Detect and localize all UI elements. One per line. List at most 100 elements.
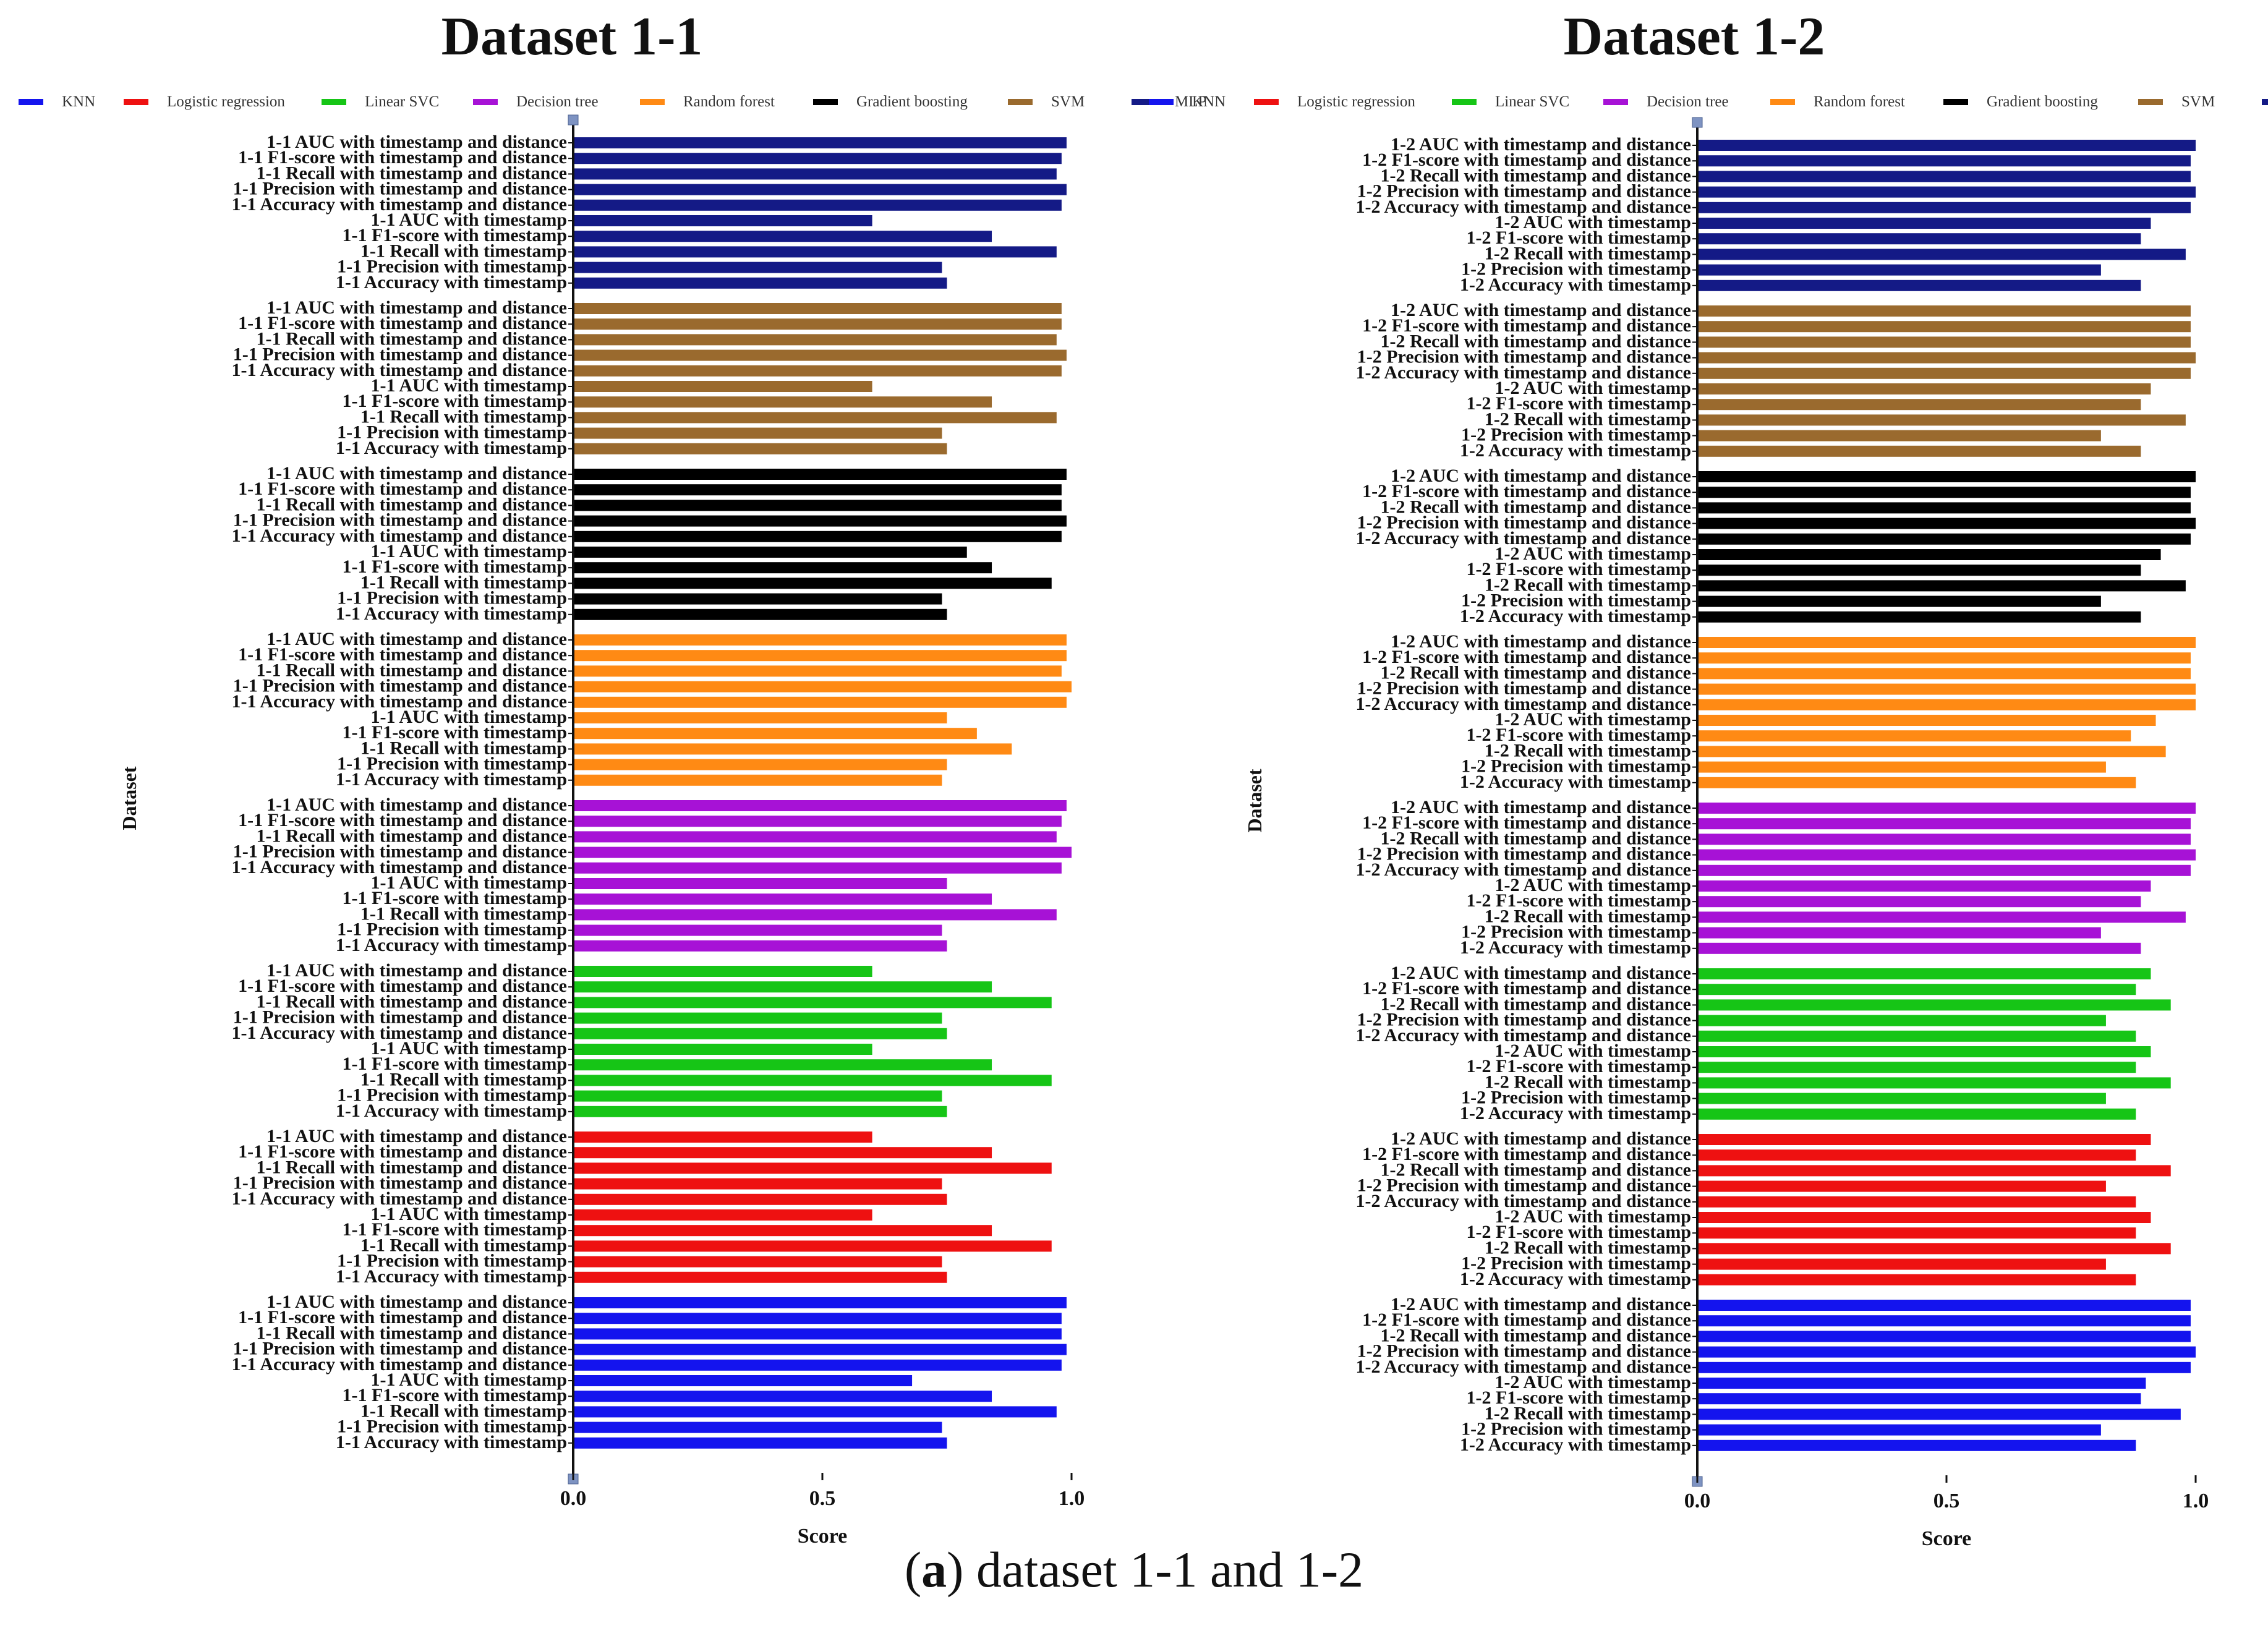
- category-label: 1-2 F1-score with timestamp and distance: [1362, 315, 1691, 336]
- legend-label: Decision tree: [1647, 93, 1729, 110]
- bar-linear-svc-accuracy-with-timestamp-and-distance: [573, 1028, 947, 1039]
- category-label: 1-1 F1-score with timestamp: [342, 888, 567, 908]
- category-label: 1-2 F1-score with timestamp: [1466, 725, 1691, 745]
- bar-linear-svc-recall-with-timestamp-and-distance: [573, 997, 1052, 1008]
- bar-decision-tree-recall-with-timestamp: [573, 909, 1057, 921]
- category-label: 1-1 Accuracy with timestamp: [336, 1266, 567, 1287]
- bar-mlp-precision-with-timestamp: [1697, 264, 2101, 276]
- category-label: 1-2 Recall with timestamp and distance: [1381, 331, 1691, 351]
- category-label: 1-1 Precision with timestamp: [337, 1417, 567, 1437]
- bar-random-forest-accuracy-with-timestamp-and-distance: [1697, 699, 2196, 710]
- legend-label: Random forest: [683, 93, 775, 110]
- y-axis-label: Dataset: [1243, 769, 1266, 832]
- bar-random-forest-accuracy-with-timestamp: [1697, 777, 2136, 788]
- category-label: 1-2 Accuracy with timestamp and distance: [1356, 1357, 1691, 1377]
- bar-decision-tree-precision-with-timestamp: [573, 924, 942, 936]
- bar-gradient-boosting-auc-with-timestamp-and-distance: [573, 469, 1067, 480]
- category-label: 1-2 Recall with timestamp: [1485, 243, 1691, 263]
- category-label: 1-2 Accuracy with timestamp and distance: [1356, 694, 1691, 714]
- legend-label: Logistic regression: [1297, 93, 1415, 110]
- bar-svm-f1-score-with-timestamp: [573, 396, 992, 408]
- category-label: 1-1 Recall with timestamp: [360, 1400, 567, 1421]
- category-label: 1-1 Precision with timestamp and distanc…: [233, 842, 567, 862]
- bar-svm-auc-with-timestamp: [1697, 383, 2151, 394]
- legend-swatch: [1943, 99, 1968, 105]
- bar-mlp-auc-with-timestamp-and-distance: [1697, 140, 2196, 151]
- bar-svm-precision-with-timestamp: [1697, 430, 2101, 441]
- category-label: 1-2 Recall with timestamp: [1485, 574, 1691, 595]
- category-label: 1-1 Precision with timestamp: [337, 1085, 567, 1106]
- legend-swatch: [640, 99, 665, 105]
- bar-logistic-regression-auc-with-timestamp-and-distance: [573, 1132, 872, 1143]
- legend-item-gradient-boosting: Gradient boosting: [1943, 93, 2098, 110]
- bar-gradient-boosting-precision-with-timestamp-and-distance: [1697, 518, 2196, 529]
- bar-knn-accuracy-with-timestamp-and-distance: [1697, 1362, 2191, 1373]
- category-label: 1-1 Recall with timestamp and distance: [257, 1323, 567, 1343]
- category-label: 1-2 Recall with timestamp and distance: [1381, 1325, 1691, 1345]
- bar-linear-svc-precision-with-timestamp: [573, 1090, 942, 1102]
- category-label: 1-1 Accuracy with timestamp and distance: [232, 857, 567, 877]
- series-random-forest: 1-2 AUC with timestamp and distance 1-2 F…: [1356, 631, 2196, 792]
- category-label: 1-2 Accuracy with timestamp and distance: [1356, 362, 1691, 383]
- bar-knn-recall-with-timestamp-and-distance: [573, 1328, 1062, 1340]
- bar-knn-recall-with-timestamp: [1697, 1409, 2181, 1420]
- bar-linear-svc-f1-score-with-timestamp-and-distance: [573, 981, 992, 993]
- bar-random-forest-f1-score-with-timestamp: [573, 728, 977, 739]
- category-label: 1-1 AUC with timestamp: [371, 541, 567, 561]
- x-axis-label: Score: [1922, 1527, 1972, 1550]
- category-label: 1-1 Recall with timestamp: [360, 1069, 567, 1089]
- legend-item-linear-svc: Linear SVC: [1452, 93, 1569, 110]
- category-label: 1-1 Accuracy with timestamp: [336, 1101, 567, 1121]
- category-label: 1-2 Precision with timestamp: [1461, 259, 1691, 279]
- category-label: 1-1 F1-score with timestamp and distance: [238, 147, 567, 168]
- category-label: 1-2 F1-score with timestamp and distance: [1362, 150, 1691, 170]
- legend-swatch: [322, 99, 346, 105]
- bar-svm-recall-with-timestamp-and-distance: [1697, 336, 2191, 348]
- category-label: 1-2 AUC with timestamp and distance: [1391, 631, 1691, 652]
- legend-item-logistic-regression: Logistic regression: [1254, 93, 1415, 110]
- bar-decision-tree-auc-with-timestamp: [573, 878, 947, 889]
- category-label: 1-1 AUC with timestamp and distance: [266, 132, 567, 152]
- legend-item-mlp: MLP: [2262, 99, 2268, 105]
- category-label: 1-1 F1-score with timestamp and distance: [238, 644, 567, 665]
- bar-gradient-boosting-precision-with-timestamp-and-distance: [573, 515, 1067, 527]
- category-label: 1-1 Precision with timestamp: [337, 754, 567, 774]
- category-label: 1-2 Accuracy with timestamp and distance: [1356, 528, 1691, 548]
- bar-mlp-accuracy-with-timestamp: [1697, 279, 2141, 291]
- category-label: 1-1 AUC with timestamp: [371, 210, 567, 230]
- bar-random-forest-recall-with-timestamp: [1697, 746, 2166, 757]
- axis-handle-top: [1692, 117, 1703, 128]
- category-label: 1-1 F1-score with timestamp: [342, 225, 567, 245]
- bar-mlp-accuracy-with-timestamp-and-distance: [573, 199, 1062, 211]
- category-label: 1-1 Accuracy with timestamp: [336, 769, 567, 790]
- category-label: 1-2 F1-score with timestamp: [1466, 1387, 1691, 1408]
- category-label: 1-1 AUC with timestamp: [371, 375, 567, 396]
- category-label: 1-2 AUC with timestamp and distance: [1391, 963, 1691, 983]
- category-label: 1-1 Precision with timestamp and distanc…: [233, 344, 567, 365]
- category-label: 1-1 AUC with timestamp and distance: [266, 629, 567, 649]
- category-label: 1-2 Precision with timestamp and distanc…: [1357, 1175, 1691, 1196]
- legend-item-gradient-boosting: Gradient boosting: [813, 93, 968, 110]
- bar-mlp-f1-score-with-timestamp-and-distance: [573, 153, 1062, 164]
- chart-title: Dataset 1-1: [441, 7, 703, 67]
- category-label: 1-1 Recall with timestamp and distance: [257, 825, 567, 846]
- category-label: 1-1 Precision with timestamp and distanc…: [233, 179, 567, 199]
- category-label: 1-1 Precision with timestamp: [337, 588, 567, 608]
- category-label: 1-1 F1-score with timestamp and distance: [238, 1141, 567, 1162]
- bar-logistic-regression-recall-with-timestamp-and-distance: [1697, 1165, 2171, 1177]
- bar-mlp-f1-score-with-timestamp: [1697, 233, 2141, 245]
- category-label: 1-2 Precision with timestamp and distanc…: [1357, 678, 1691, 699]
- category-label: 1-2 Accuracy with timestamp: [1460, 937, 1691, 958]
- legend-label: SVM: [2181, 93, 2215, 110]
- bar-svm-recall-with-timestamp-and-distance: [573, 334, 1057, 346]
- category-label: 1-1 Recall with timestamp: [360, 572, 567, 592]
- category-label: 1-1 Accuracy with timestamp: [336, 1432, 567, 1452]
- bar-logistic-regression-f1-score-with-timestamp: [573, 1225, 992, 1237]
- caption-letter: a: [921, 1541, 947, 1598]
- bar-random-forest-accuracy-with-timestamp-and-distance: [573, 696, 1067, 708]
- category-label: 1-1 Precision with timestamp and distanc…: [233, 510, 567, 531]
- bar-svm-recall-with-timestamp: [573, 412, 1057, 424]
